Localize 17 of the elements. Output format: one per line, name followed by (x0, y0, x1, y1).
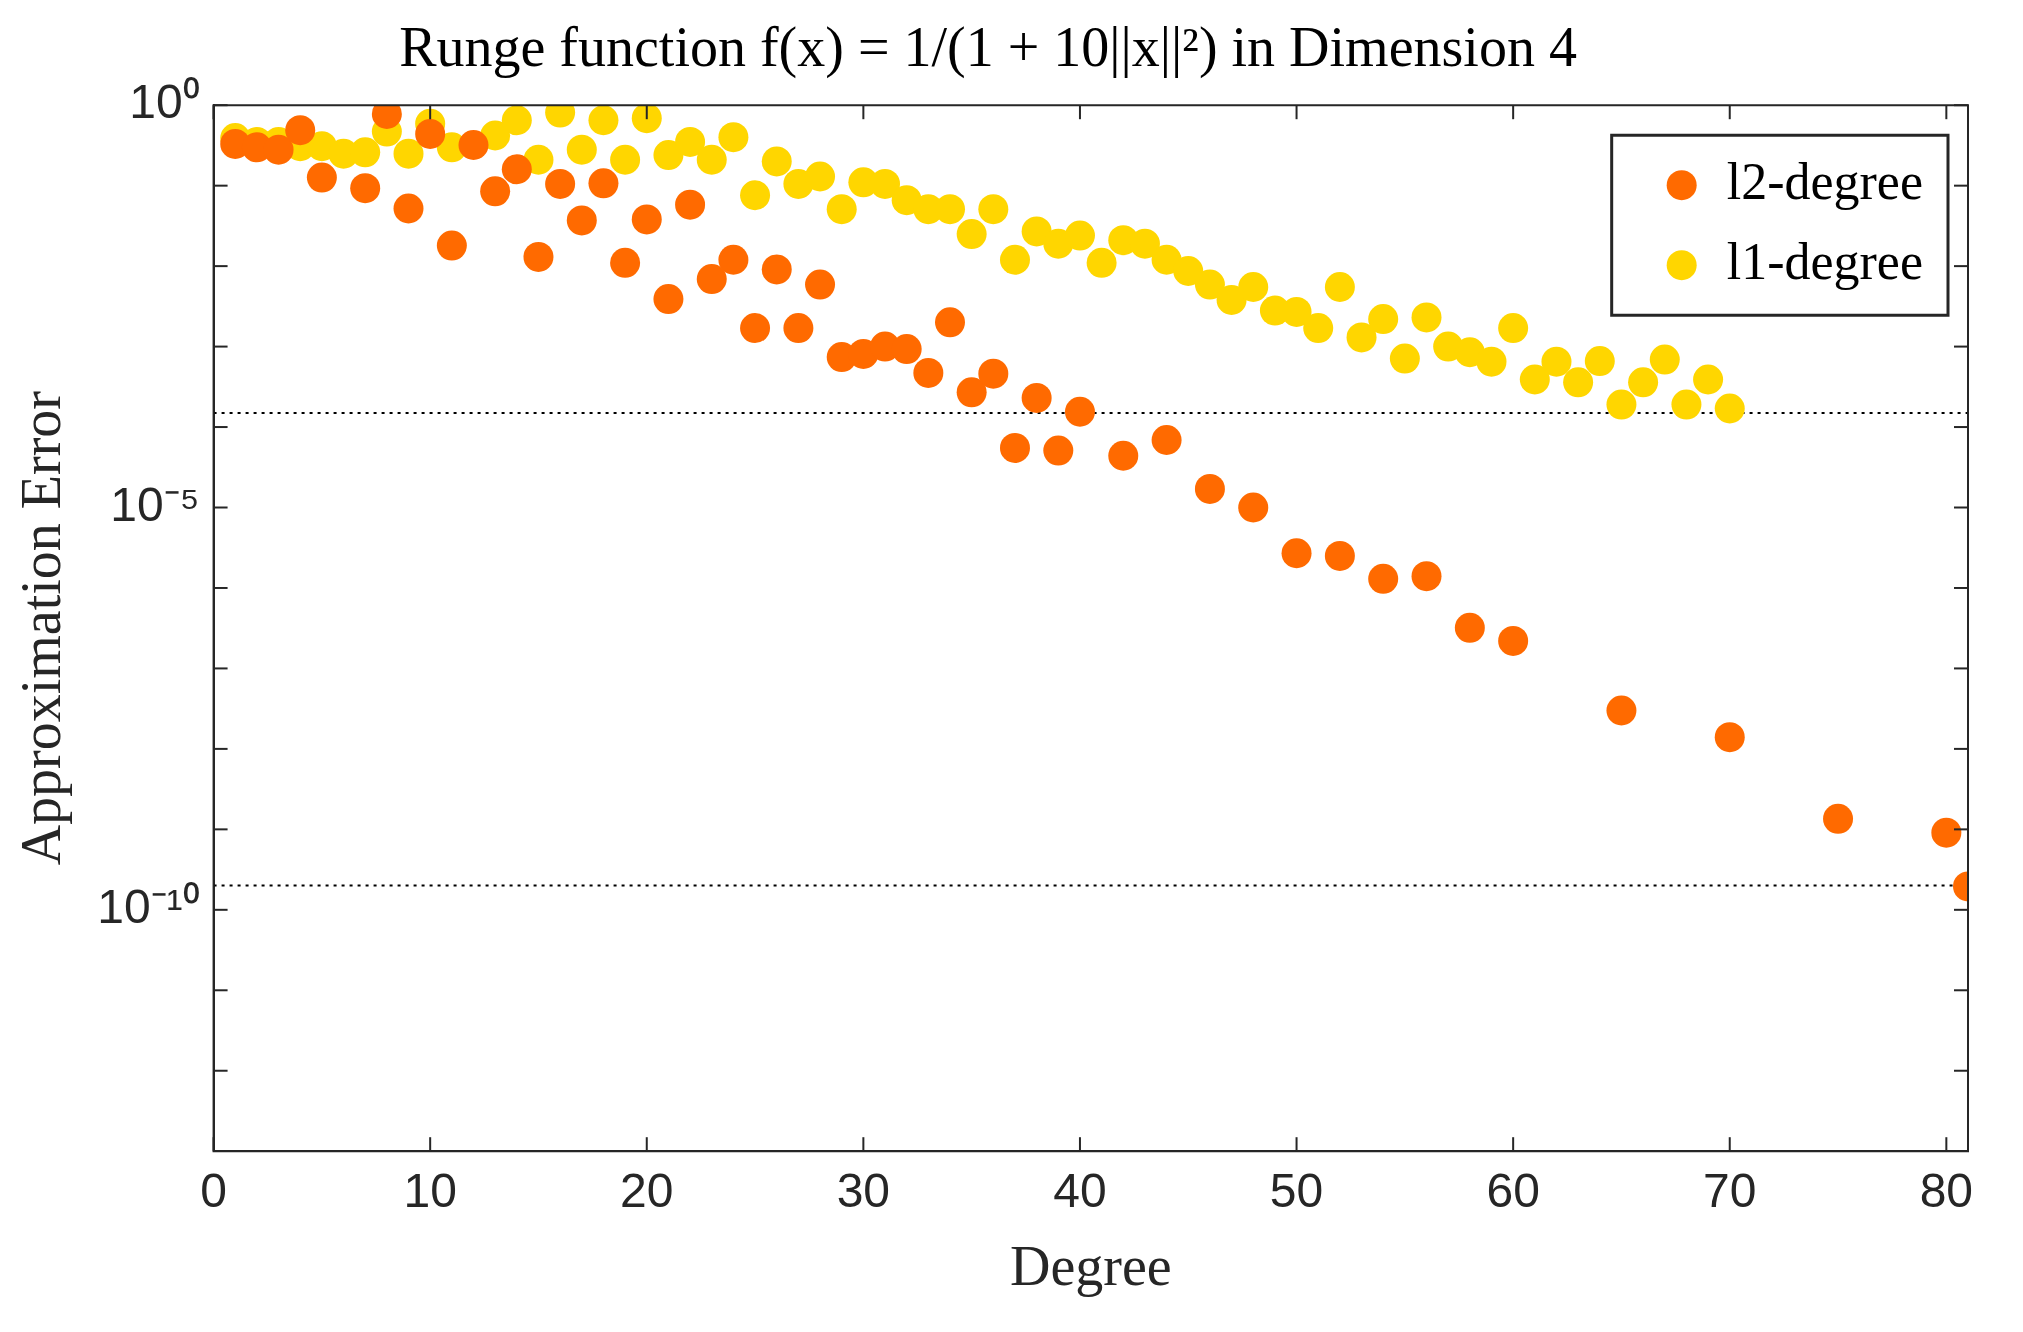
y-axis-title: Approximation Error (10, 390, 73, 866)
legend-label: l2-degree (1726, 152, 1924, 210)
y-tick-label: 10⁰ (129, 75, 200, 129)
x-tick-label: 10 (403, 1164, 457, 1218)
y-tick-label: 10⁻¹⁰ (97, 880, 200, 934)
x-tick-label: 80 (1919, 1164, 1974, 1218)
x-tick-label: 70 (1703, 1164, 1757, 1218)
x-tick-label: 50 (1269, 1164, 1324, 1218)
x-tick-label: 20 (620, 1164, 674, 1218)
x-tick-label: 60 (1486, 1164, 1540, 1218)
x-tick-label: 30 (836, 1164, 891, 1218)
x-tick-label: 0 (200, 1164, 227, 1218)
x-axis-title: Degree (1009, 1235, 1172, 1298)
x-tick-label: 40 (1053, 1164, 1107, 1218)
legend-label: l1-degree (1726, 232, 1924, 290)
y-tick-label: 10⁻⁵ (110, 477, 200, 531)
chart-title: Runge function f(x) = 1/(1 + 10||x||²) in Dimension 4 (399, 16, 1577, 80)
